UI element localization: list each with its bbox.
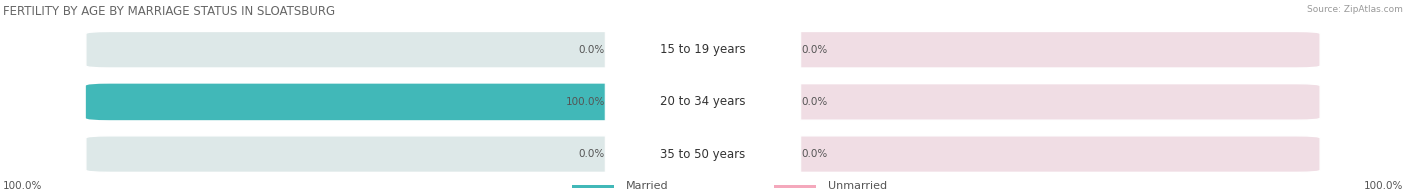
Text: 0.0%: 0.0% — [579, 149, 605, 159]
Text: Married: Married — [626, 181, 668, 191]
Text: 100.0%: 100.0% — [1364, 181, 1403, 191]
FancyBboxPatch shape — [605, 25, 801, 74]
FancyBboxPatch shape — [605, 130, 801, 179]
Text: 0.0%: 0.0% — [801, 149, 827, 159]
FancyBboxPatch shape — [733, 32, 1320, 68]
Text: 15 to 19 years: 15 to 19 years — [661, 43, 745, 56]
Text: 100.0%: 100.0% — [3, 181, 42, 191]
Text: 0.0%: 0.0% — [579, 45, 605, 55]
FancyBboxPatch shape — [775, 185, 815, 188]
FancyBboxPatch shape — [733, 136, 1320, 172]
Text: FERTILITY BY AGE BY MARRIAGE STATUS IN SLOATSBURG: FERTILITY BY AGE BY MARRIAGE STATUS IN S… — [3, 5, 335, 18]
Text: 0.0%: 0.0% — [801, 45, 827, 55]
Text: 0.0%: 0.0% — [801, 97, 827, 107]
Text: Source: ZipAtlas.com: Source: ZipAtlas.com — [1308, 5, 1403, 14]
FancyBboxPatch shape — [572, 185, 614, 188]
FancyBboxPatch shape — [86, 136, 673, 172]
FancyBboxPatch shape — [86, 84, 673, 120]
Text: 35 to 50 years: 35 to 50 years — [661, 148, 745, 161]
Text: 20 to 34 years: 20 to 34 years — [661, 95, 745, 108]
Text: Unmarried: Unmarried — [828, 181, 887, 191]
FancyBboxPatch shape — [733, 84, 1320, 120]
Text: 100.0%: 100.0% — [565, 97, 605, 107]
FancyBboxPatch shape — [86, 32, 673, 68]
FancyBboxPatch shape — [605, 77, 801, 126]
FancyBboxPatch shape — [86, 84, 673, 120]
